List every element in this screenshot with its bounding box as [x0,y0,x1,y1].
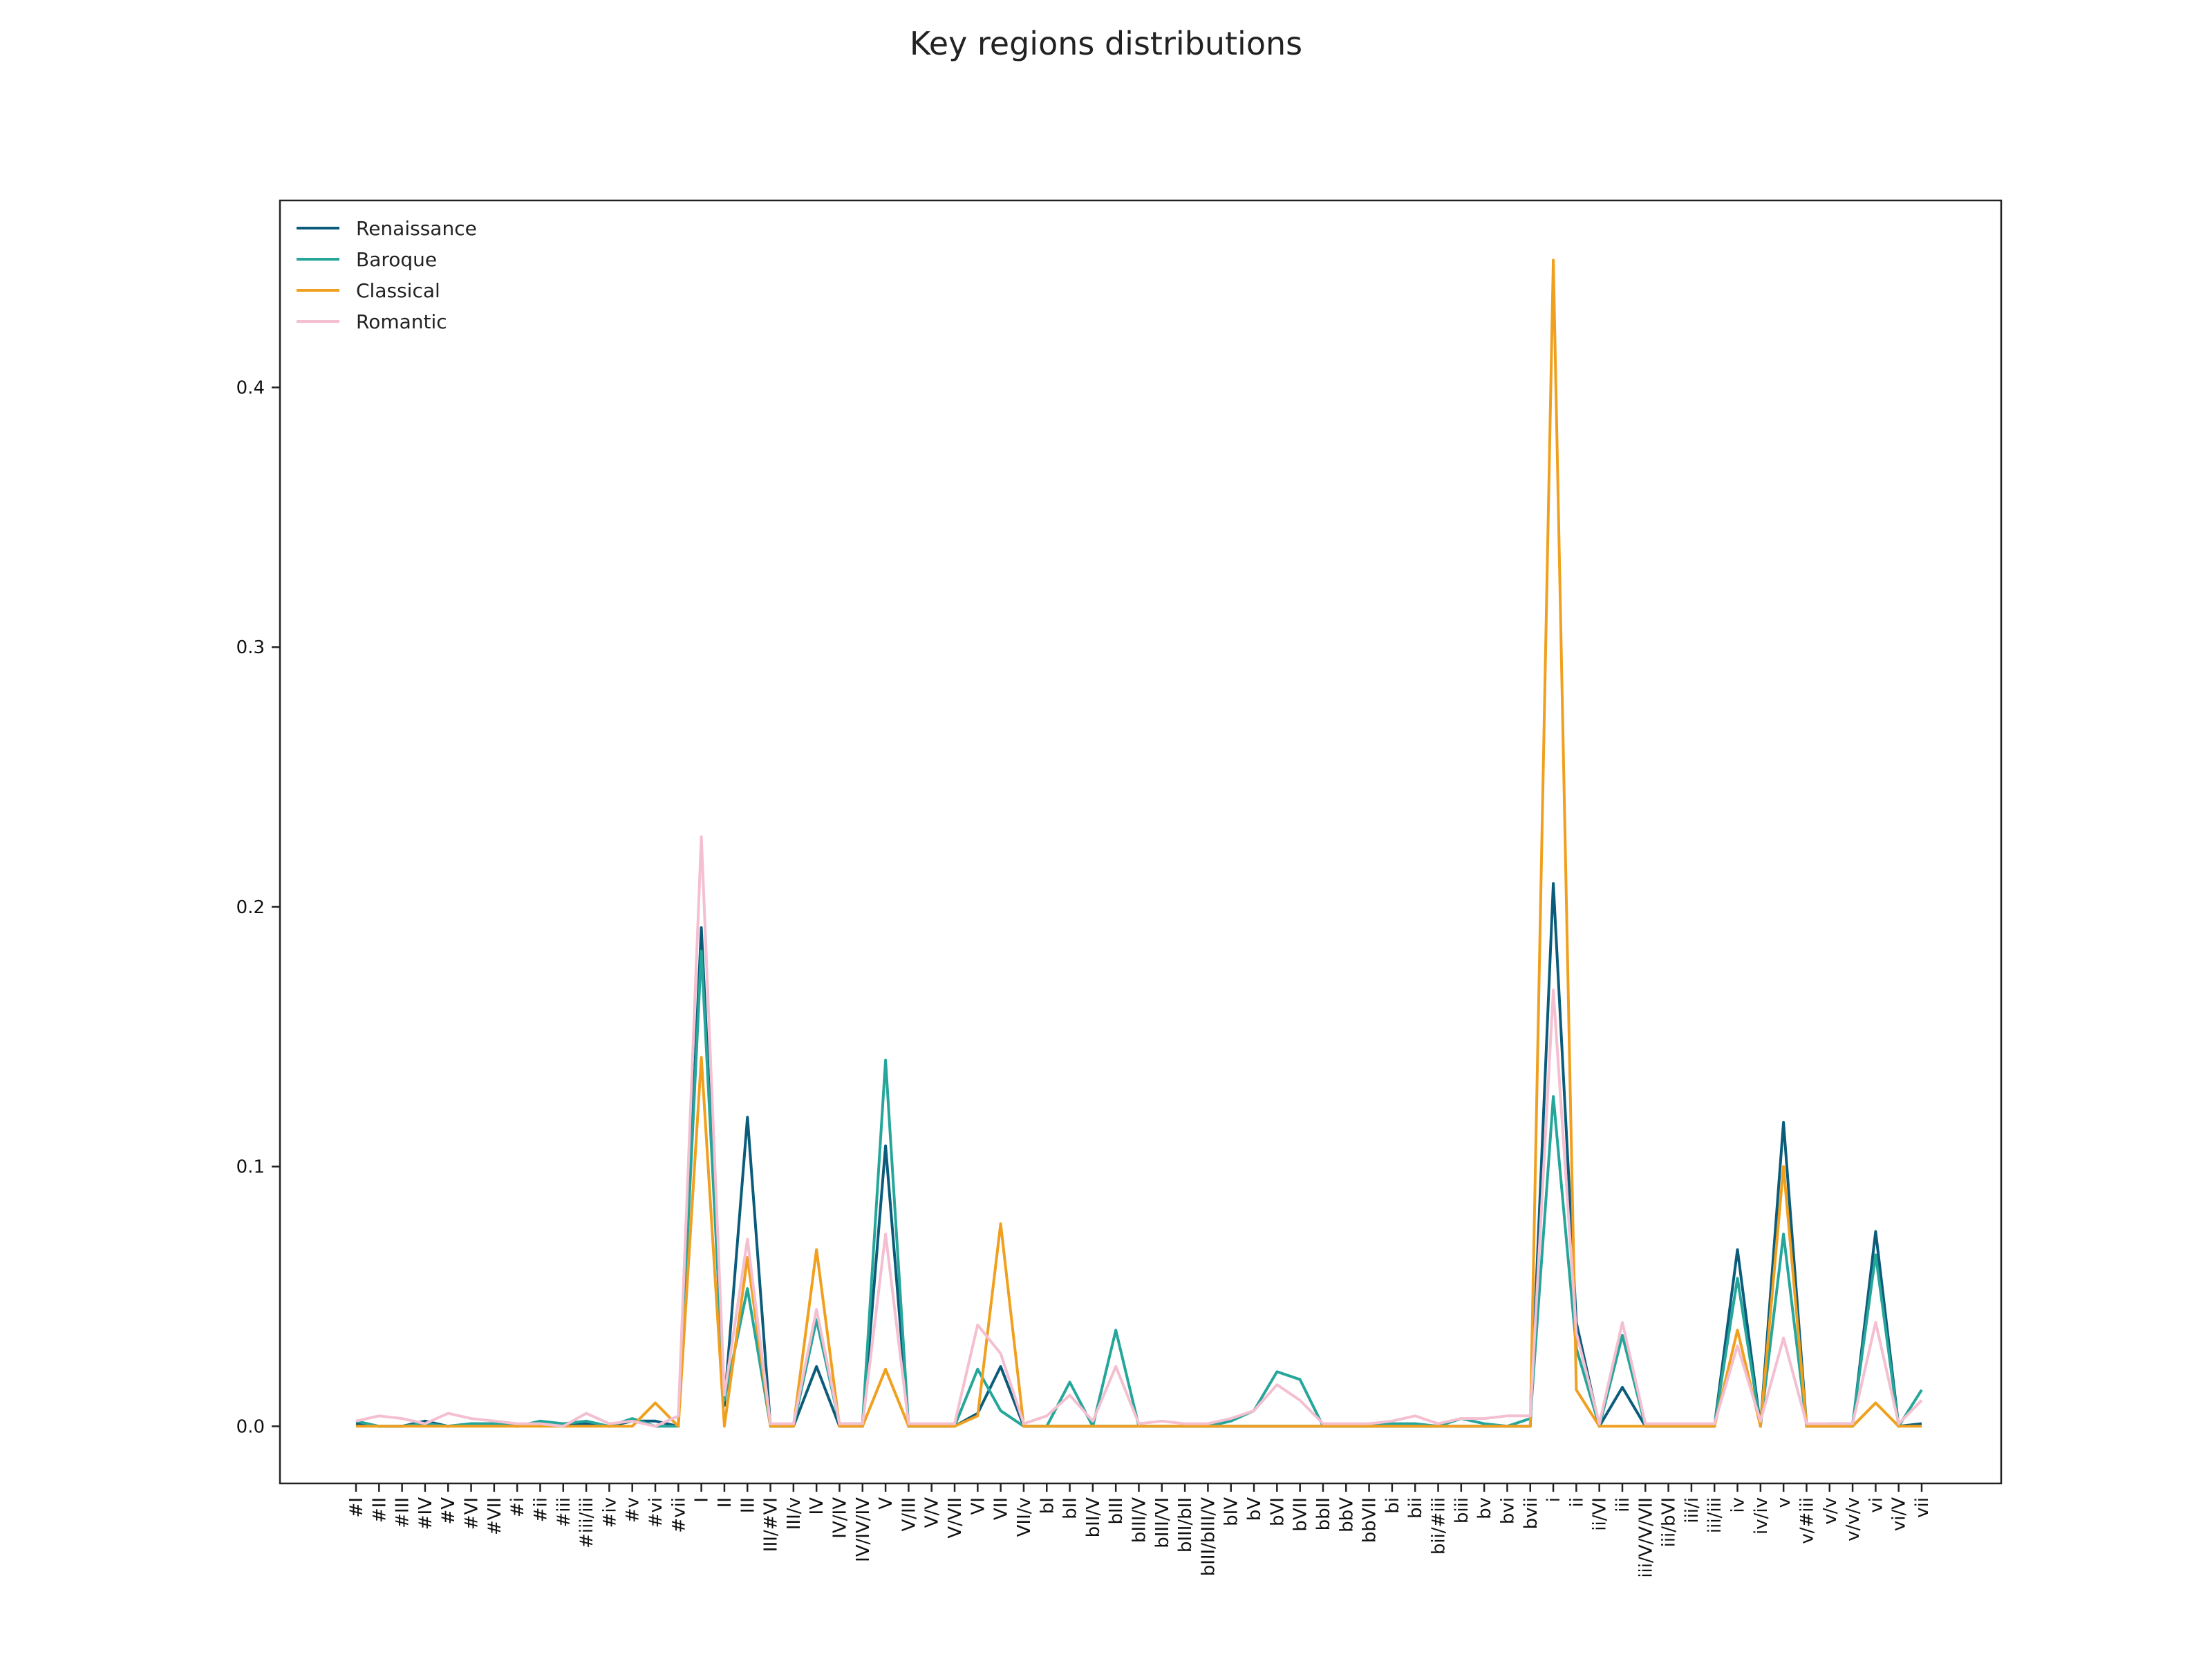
y-tick-label: 0.0 [236,1416,265,1437]
x-tick-label: bVII [1291,1497,1311,1532]
x-axis: #I #II #III #IV #V #VI #VII #i #ii #iii #iii/iii #i… [346,1483,1933,1578]
x-tick-label: bIII/bIII/V [1198,1497,1219,1577]
x-tick-label: vi/V [1889,1497,1910,1531]
x-tick-label: V/III [899,1497,919,1532]
x-tick-label: bI [1037,1497,1058,1514]
x-tick-label: bII/V [1083,1497,1104,1538]
x-tick-label: III/#VI [761,1497,782,1552]
x-tick-label: II [715,1497,735,1508]
x-tick-label: biii [1452,1497,1472,1524]
x-tick-label: #I [346,1497,367,1517]
x-tick-label: bii [1405,1497,1426,1519]
x-tick-label: V [876,1497,897,1510]
x-tick-label: iii/iii [1705,1497,1725,1533]
legend: Renaissance Baroque Classical Romantic [297,217,477,333]
y-tick-label: 0.2 [236,897,265,918]
x-tick-label: #vi [646,1497,666,1528]
x-tick-label: iii [1613,1497,1633,1512]
legend-label-romantic: Romantic [356,310,447,333]
y-tick-label: 0.4 [236,378,265,399]
x-tick-label: bIII [1106,1497,1127,1525]
legend-label-classical: Classical [356,279,440,302]
x-tick-label: v [1774,1497,1794,1508]
series-layer [355,259,1923,1428]
x-tick-label: bIII/V [1130,1497,1150,1543]
x-tick-label: #ii [531,1497,552,1522]
x-tick-label: bvii [1521,1497,1541,1529]
x-tick-label: bv [1474,1497,1495,1519]
x-tick-label: III [738,1497,758,1513]
x-tick-label: #i [507,1497,528,1517]
x-tick-label: v/v/v [1843,1497,1864,1541]
x-tick-label: bVI [1267,1497,1288,1526]
x-tick-label: #v [623,1497,644,1523]
series-line-baroque [355,949,1923,1428]
legend-label-renaissance: Renaissance [356,217,477,240]
x-tick-label: vii [1912,1497,1933,1518]
plot-frame [279,199,2003,1485]
legend-label-baroque: Baroque [356,248,437,271]
x-tick-label: #iii/iii [577,1497,597,1548]
series-line-renaissance [355,882,1922,1428]
x-tick-label: i [1544,1497,1564,1502]
x-tick-label: ii/VI [1590,1497,1611,1531]
x-tick-label: bV [1244,1497,1265,1521]
x-tick-label: bii/#iii [1429,1497,1450,1555]
x-tick-label: ii [1566,1497,1587,1507]
x-tick-label: VII/v [1014,1497,1035,1537]
x-tick-label: bII [1060,1497,1081,1519]
series-line-romantic [355,835,1923,1428]
x-tick-label: iv/iv [1751,1497,1772,1535]
x-tick-label: bIV [1221,1497,1242,1526]
x-tick-label: IV [807,1497,827,1515]
x-tick-label: #III [393,1497,413,1528]
x-tick-label: bvi [1497,1497,1518,1524]
x-tick-label: I [692,1497,713,1503]
x-tick-label: #VII [485,1497,505,1535]
x-tick-label: bIII/bII [1175,1497,1196,1553]
x-tick-label: #VI [462,1497,482,1530]
x-tick-label: vi [1866,1497,1886,1513]
x-tick-label: bbVII [1360,1497,1380,1543]
x-tick-label: #V [438,1497,459,1525]
x-tick-label: iii/bVI [1659,1497,1680,1547]
x-tick-label: bbV [1336,1497,1357,1533]
x-tick-label: IV/IV/IV [853,1497,874,1562]
x-tick-label: iv [1728,1497,1749,1513]
x-tick-label: #II [369,1497,390,1523]
x-tick-label: bi [1382,1497,1403,1514]
x-tick-label: #iii [554,1497,574,1527]
y-tick-label: 0.1 [236,1157,265,1178]
x-tick-label: iii/i [1682,1497,1703,1524]
y-axis: 0.0 0.1 0.2 0.3 0.4 [236,378,280,1437]
x-tick-label: #IV [415,1497,436,1530]
x-tick-label: #iv [599,1497,620,1528]
x-tick-label: V/V [922,1497,943,1528]
x-tick-label: v/#iii [1797,1497,1818,1544]
x-tick-label: iii/V/V/VII [1635,1497,1656,1578]
y-tick-label: 0.3 [236,637,265,658]
x-tick-label: VI [968,1497,988,1515]
x-tick-label: v/v [1820,1497,1841,1525]
x-tick-label: #vii [668,1497,689,1533]
chart-title: Key regions distributions [909,25,1303,62]
x-tick-label: bIII/VI [1152,1497,1173,1548]
x-tick-label: VII [991,1497,1012,1520]
x-tick-label: III/v [784,1497,805,1530]
x-tick-label: IV/IV [830,1497,851,1539]
x-tick-label: V/VII [945,1497,966,1539]
series-line-classical [356,259,1922,1428]
x-tick-label: bbII [1313,1497,1334,1530]
